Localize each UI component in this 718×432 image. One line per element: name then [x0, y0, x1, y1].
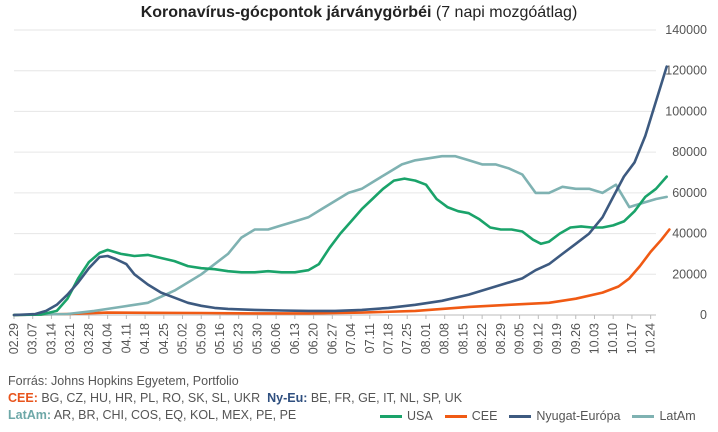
x-tick-label: 05.30 — [250, 323, 264, 354]
y-tick-label: 40000 — [672, 227, 707, 241]
x-tick-label: 08.08 — [438, 323, 452, 354]
chart-title: Koronavírus-gócpontok járványgörbéi (7 n… — [140, 4, 578, 21]
x-tick-label: 06.13 — [288, 323, 302, 354]
x-tick-label: 08.22 — [475, 323, 489, 354]
legend-item: USA — [380, 409, 433, 423]
x-tick-label: 08.29 — [494, 323, 508, 354]
legend-item: LatAm — [632, 409, 696, 423]
x-tick-label: 04.04 — [101, 323, 115, 354]
x-tick-label: 09.26 — [569, 323, 583, 354]
x-tick-label: 07.18 — [382, 323, 396, 354]
x-tick-label: 09.12 — [531, 323, 545, 354]
y-tick-label: 100000 — [665, 104, 707, 118]
latam-key: LatAm: — [8, 408, 52, 422]
x-tick-label: 06.27 — [325, 323, 339, 354]
x-tick-label: 07.11 — [363, 323, 377, 353]
legend-swatch — [380, 414, 402, 418]
x-tick-label: 04.18 — [138, 323, 152, 354]
y-tick-label: 0 — [700, 308, 707, 322]
cee-list: BG, CZ, HU, HR, PL, RO, SK, SL, UKR — [37, 391, 261, 405]
latam-list: AR, BR, CHI, COS, EQ, KOL, MEX, PE, PE — [51, 408, 297, 422]
y-tick-label: 60000 — [672, 186, 707, 200]
x-tick-label: 04.25 — [157, 323, 171, 354]
y-tick-label: 80000 — [672, 145, 707, 159]
legend-label: LatAm — [659, 409, 696, 423]
y-axis: 0 20000 40000 60000 80000 100000 120000 140000 — [665, 23, 707, 322]
x-tick-label: 09.05 — [513, 323, 527, 354]
y-tick-label: 140000 — [665, 23, 707, 37]
source-note: Forrás: Johns Hopkins Egyetem, Portfolio — [8, 374, 239, 388]
nyeu-key: Ny-Eu: — [267, 391, 308, 405]
series-line-latam — [12, 154, 669, 317]
legend-item: CEE — [444, 409, 498, 423]
x-tick-label: 07.04 — [344, 323, 358, 354]
cee-key: CEE: — [8, 391, 38, 405]
legend-swatch — [632, 414, 655, 418]
x-tick-label: 08.01 — [419, 323, 433, 354]
x-tick-label: 06.06 — [269, 323, 283, 354]
x-tick-label: 05.23 — [232, 323, 246, 354]
legend-label: USA — [407, 409, 433, 423]
x-tick-label: 03.28 — [82, 323, 96, 354]
group-note-cee-nyeu: CEE: BG, CZ, HU, HR, PL, RO, SK, SL, UKR… — [8, 391, 462, 405]
series-line-nyugat-európa — [12, 65, 669, 317]
legend-item: Nyugat-Európa — [509, 409, 620, 423]
x-axis: 02.29 03.07 03.14 03.21 03.28 04.04 04.11 04.18… — [7, 315, 658, 354]
x-tick-label: 05.09 — [194, 323, 208, 354]
legend-label: Nyugat-Európa — [536, 409, 621, 423]
x-tick-label: 10.03 — [587, 323, 601, 354]
x-tick-label: 09.19 — [550, 323, 564, 354]
series-lines — [12, 65, 671, 317]
group-note-latam: LatAm: AR, BR, CHI, COS, EQ, KOL, MEX, P… — [8, 408, 296, 422]
x-tick-label: 03.07 — [26, 323, 40, 354]
legend-swatch — [444, 414, 467, 418]
x-tick-label: 07.25 — [400, 323, 414, 354]
series-line-cee — [12, 228, 671, 317]
x-tick-label: 02.29 — [7, 323, 21, 354]
x-tick-label: 06.20 — [307, 323, 321, 354]
x-tick-label: 05.16 — [213, 323, 227, 354]
x-tick-label: 03.14 — [44, 323, 58, 354]
legend-swatch — [509, 414, 532, 418]
nyeu-list: BE, FR, GE, IT, NL, SP, UK — [307, 391, 463, 405]
x-tick-label: 08.15 — [456, 323, 470, 354]
x-tick-label: 03.21 — [63, 323, 77, 354]
x-tick-label: 10.17 — [625, 323, 639, 354]
x-tick-label: 10.10 — [606, 323, 620, 354]
y-tick-label: 20000 — [672, 267, 707, 281]
legend: USA CEE Nyugat-Európa LatAm — [380, 409, 708, 423]
y-tick-label: 120000 — [665, 64, 707, 78]
x-tick-label: 10.24 — [644, 323, 658, 354]
grid — [14, 29, 656, 316]
series-line-usa — [12, 175, 669, 317]
x-tick-label: 04.11 — [119, 323, 133, 353]
x-tick-label: 05.02 — [176, 323, 190, 354]
legend-label: CEE — [471, 409, 498, 423]
